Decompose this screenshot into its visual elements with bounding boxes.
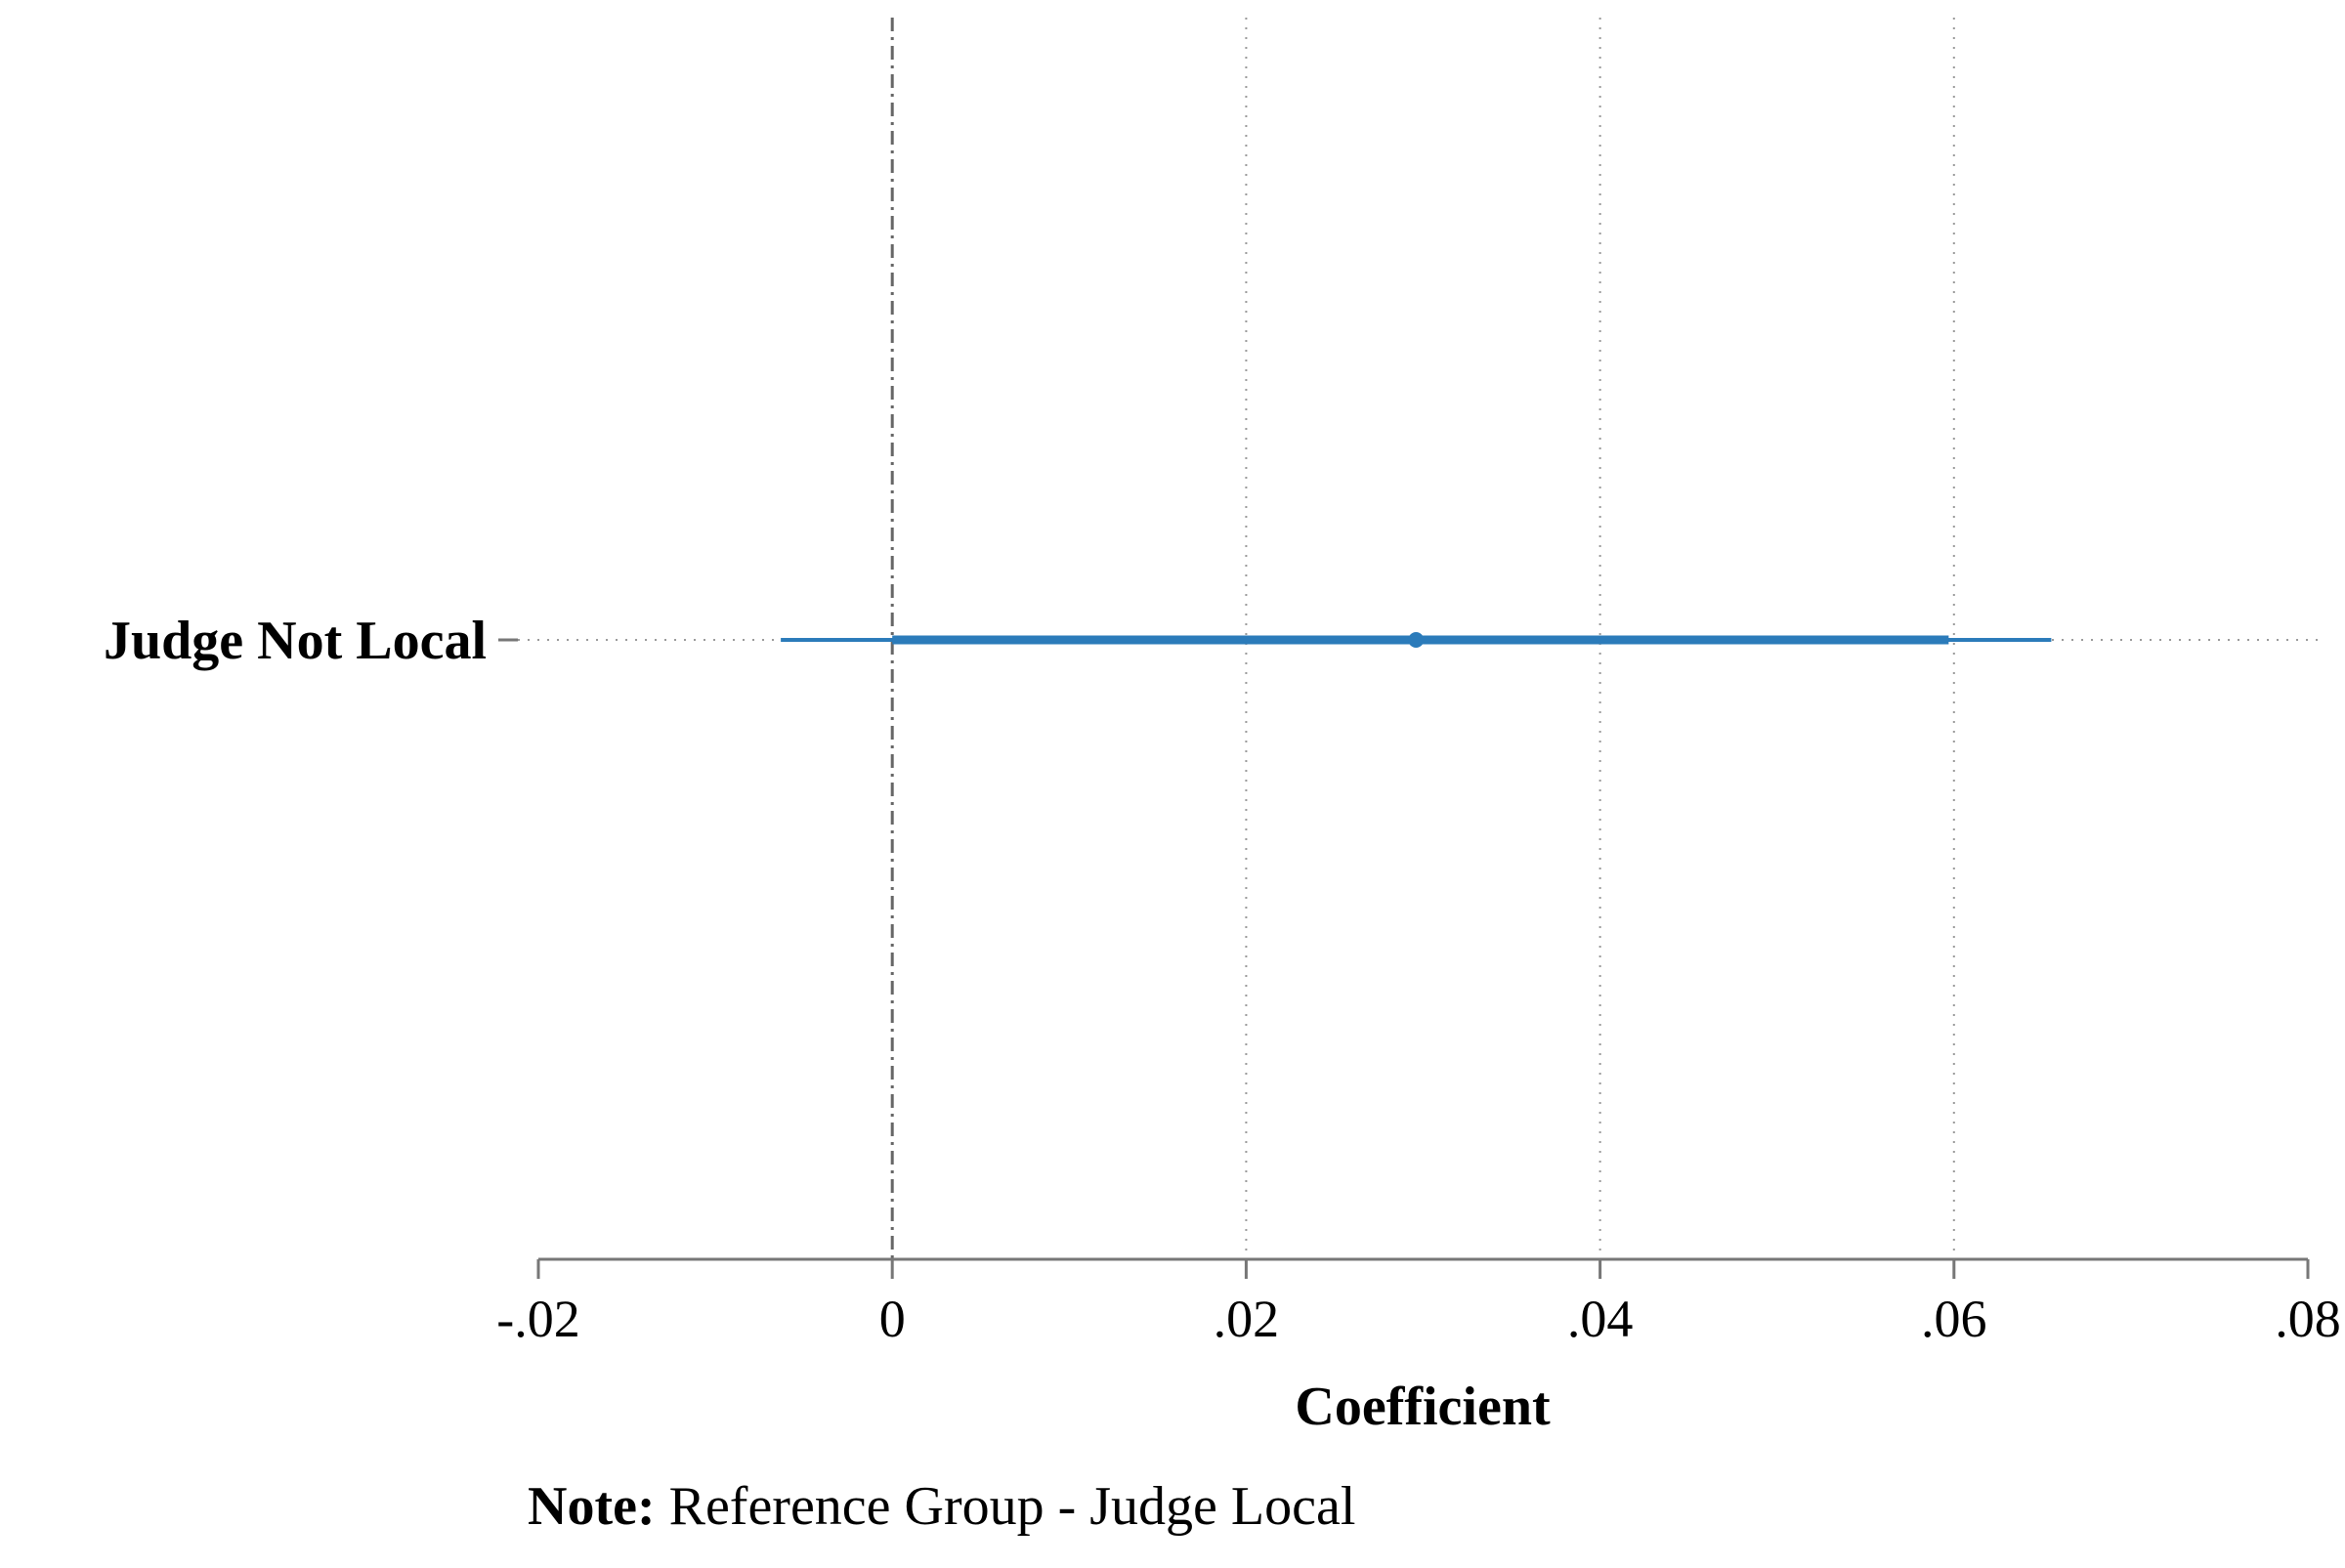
marks-layer: [781, 632, 2052, 648]
y-tick-label: Judge Not Local: [104, 611, 487, 671]
chart-note: Note: Reference Group - Judge Local: [528, 1476, 1355, 1537]
x-tick-label: .06: [1921, 1290, 1987, 1348]
point-estimate: [1408, 632, 1425, 648]
x-axis-title: Coefficient: [1295, 1377, 1551, 1437]
x-tick-label: -.02: [496, 1290, 579, 1348]
x-tick-label: 0: [879, 1290, 906, 1348]
label-layer: Judge Not Local: [104, 611, 518, 671]
x-tick-label: .08: [2275, 1290, 2341, 1348]
note-prefix: Note:: [528, 1476, 656, 1537]
x-axis: -.02 0 .02 .04 .06 .08: [496, 1257, 2341, 1348]
note-text: Reference Group - Judge Local: [656, 1476, 1356, 1537]
x-tick-label: .02: [1214, 1290, 1280, 1348]
x-tick-label: .04: [1567, 1290, 1634, 1348]
